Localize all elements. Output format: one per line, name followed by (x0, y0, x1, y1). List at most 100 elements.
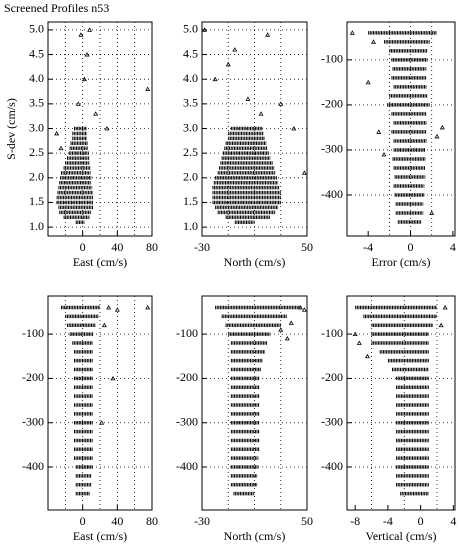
plot-frame (346, 21, 456, 237)
outlier-point (352, 331, 358, 337)
x-axis-label: East (cm/s) (73, 255, 127, 269)
outlier-point (297, 305, 303, 310)
x-tick-label: 80 (146, 514, 158, 528)
y-tick-label: -400 (321, 187, 343, 201)
y-tick-label: -400 (176, 459, 198, 473)
x-tick-label: 0 (80, 240, 86, 254)
y-tick-label: 2.0 (29, 170, 44, 184)
y-tick-label: -100 (321, 326, 343, 340)
y-tick-label: 2.5 (29, 145, 44, 159)
outlier-point (78, 32, 84, 37)
outlier-point (370, 39, 376, 44)
y-tick-label: 1.5 (183, 194, 198, 208)
outlier-point (258, 111, 264, 116)
outlier-point (99, 420, 105, 425)
y-tick-label: -400 (22, 459, 44, 473)
y-tick-label: 2.0 (183, 170, 198, 184)
outlier-point (81, 76, 87, 82)
plot-frame (47, 295, 153, 511)
plot-frame (346, 295, 456, 511)
plot-frame (47, 21, 153, 237)
y-tick-label: 4.5 (29, 46, 44, 60)
y-tick-label: 1.0 (29, 219, 44, 233)
y-tick-label: 2.5 (183, 145, 198, 159)
x-tick-label: -4 (383, 514, 393, 528)
outlier-point (301, 170, 307, 175)
x-tick-label: -4 (363, 240, 373, 254)
y-tick-label: -300 (321, 414, 343, 428)
y-tick-label: -100 (321, 52, 343, 66)
y-tick-label: 4.0 (29, 71, 44, 85)
outlier-point (145, 305, 151, 310)
outlier-point (376, 129, 382, 134)
outlier-point (104, 125, 110, 131)
y-tick-label: -200 (321, 370, 343, 384)
y-tick-label: 5.0 (29, 22, 44, 36)
outlier-point (349, 30, 355, 35)
x-tick-label: -8 (350, 514, 360, 528)
x-tick-label: 40 (111, 514, 123, 528)
outlier-point (212, 76, 218, 82)
y-tick-label: 4.5 (183, 46, 198, 60)
outlier-point (202, 27, 208, 32)
outlier-point (434, 133, 440, 139)
y-tick-label: 3.5 (29, 96, 44, 110)
outlier-point (84, 52, 90, 57)
outlier-point (278, 101, 284, 106)
x-axis-label: Vertical (cm/s) (366, 529, 437, 543)
y-tick-label: -300 (22, 414, 44, 428)
x-tick-label: 50 (301, 514, 313, 528)
plot-frame (201, 295, 308, 511)
y-tick-label: -200 (321, 97, 343, 111)
outlier-point (442, 305, 448, 310)
y-tick-label: -200 (22, 370, 44, 384)
x-tick-label: 80 (146, 240, 158, 254)
y-tick-label: 5.0 (183, 22, 198, 36)
outlier-point (439, 124, 445, 130)
outlier-point (381, 151, 387, 157)
y-tick-label: -300 (176, 414, 198, 428)
x-axis-label: North (cm/s) (224, 529, 286, 543)
outlier-point (356, 340, 362, 345)
outlier-point (278, 327, 284, 332)
outlier-point (54, 130, 60, 136)
y-tick-label: -200 (176, 370, 198, 384)
y-tick-label: 3.0 (183, 120, 198, 134)
outlier-point (225, 61, 231, 67)
x-tick-label: 4 (450, 240, 456, 254)
x-tick-label: 50 (301, 240, 313, 254)
outlier-point (429, 210, 435, 215)
y-tick-label: 3.5 (183, 96, 198, 110)
x-tick-label: 0 (408, 240, 414, 254)
y-tick-label: -100 (22, 326, 44, 340)
outlier-point (87, 27, 93, 32)
x-tick-label: 0 (418, 514, 424, 528)
x-axis-label: North (cm/s) (224, 255, 286, 269)
x-axis-label: East (cm/s) (73, 529, 127, 543)
y-tick-label: -300 (321, 142, 343, 156)
outlier-point (75, 101, 81, 106)
outlier-point (145, 86, 151, 91)
outlier-point (364, 353, 370, 359)
x-tick-label: 40 (111, 240, 123, 254)
outlier-point (93, 111, 99, 116)
x-tick-label: 4 (450, 514, 456, 528)
outlier-point (114, 307, 120, 312)
outlier-point (101, 322, 107, 328)
outlier-point (58, 145, 64, 151)
y-tick-label: 1.0 (183, 219, 198, 233)
x-tick-label: 0 (80, 514, 86, 528)
outlier-point (245, 96, 251, 101)
outlier-point (265, 32, 271, 37)
y-tick-label: 1.5 (29, 194, 44, 208)
figure-title: Screened Profiles n53 (4, 1, 109, 15)
y-axis-label: S-dev (cm/s) (4, 98, 18, 160)
outlier-point (365, 79, 371, 85)
outlier-point (110, 375, 116, 381)
plot-frame (201, 21, 308, 237)
outlier-point (438, 322, 444, 328)
outlier-point (291, 125, 297, 131)
outlier-point (106, 305, 112, 310)
